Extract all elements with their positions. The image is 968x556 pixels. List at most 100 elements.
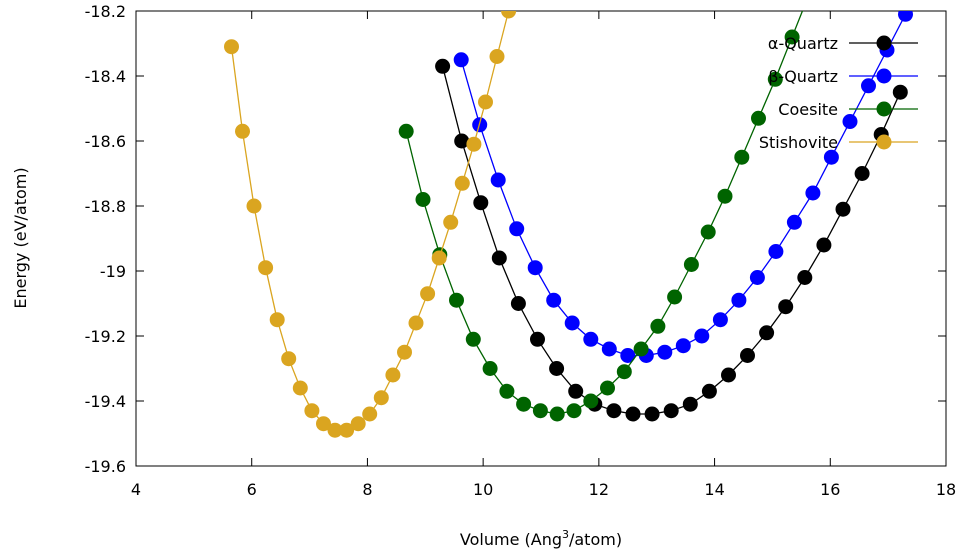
data-point <box>784 29 800 45</box>
y-tick-label: -18.4 <box>85 67 126 86</box>
data-point <box>583 331 599 347</box>
data-point <box>583 393 599 409</box>
legend-item: β-Quartz <box>768 67 918 86</box>
data-point <box>443 214 459 230</box>
data-point <box>601 341 617 357</box>
data-point <box>835 201 851 217</box>
data-point <box>898 11 913 22</box>
data-point <box>734 149 750 165</box>
data-point <box>466 136 482 152</box>
data-point <box>683 257 699 272</box>
data-point <box>362 406 378 422</box>
series-α-Quartz <box>435 58 908 422</box>
legend-marker <box>876 101 892 117</box>
data-point <box>816 237 832 253</box>
data-point <box>224 39 239 55</box>
data-point <box>304 403 320 419</box>
data-point <box>489 49 505 64</box>
data-point <box>431 250 447 266</box>
legend-item: Stishovite <box>759 133 918 152</box>
legend-label: β-Quartz <box>768 67 838 86</box>
data-point <box>482 361 498 376</box>
data-point <box>712 312 728 328</box>
data-point <box>564 315 580 331</box>
data-point <box>510 296 526 311</box>
data-point <box>625 406 641 422</box>
y-tick-label: -19.4 <box>85 392 126 411</box>
data-point <box>490 172 506 188</box>
x-tick-label: 12 <box>589 480 609 499</box>
data-point <box>546 292 562 308</box>
x-tick-label: 16 <box>820 480 840 499</box>
data-point <box>778 299 794 315</box>
data-point <box>751 110 766 126</box>
data-point <box>797 270 813 285</box>
data-point <box>527 260 543 276</box>
data-point <box>568 383 584 399</box>
data-point <box>516 396 532 412</box>
data-point <box>566 403 582 419</box>
y-tick-label: -19 <box>100 262 126 281</box>
data-point <box>786 214 802 230</box>
data-point <box>759 325 775 341</box>
data-point <box>499 383 515 399</box>
y-tick-label: -18.8 <box>85 197 126 216</box>
data-point <box>854 166 870 181</box>
data-point <box>549 361 565 376</box>
x-tick-label: 14 <box>704 480 724 499</box>
data-point <box>246 198 262 214</box>
data-point <box>721 367 736 383</box>
legend-item: Coesite <box>778 100 918 119</box>
legend-item: α-Quartz <box>768 34 918 53</box>
data-point <box>453 52 469 68</box>
data-point <box>435 58 451 74</box>
data-point <box>397 344 412 360</box>
data-point <box>606 403 622 419</box>
data-point <box>801 0 816 2</box>
data-point <box>667 289 683 305</box>
data-point <box>292 380 308 396</box>
data-point <box>420 286 436 302</box>
plot-frame <box>135 10 947 467</box>
legend-label: Coesite <box>778 100 838 119</box>
data-point <box>675 338 691 354</box>
legend-marker <box>876 134 892 150</box>
data-point <box>701 383 717 399</box>
data-point <box>269 312 285 328</box>
data-point <box>408 315 424 331</box>
data-point <box>694 328 710 344</box>
data-point <box>749 270 765 285</box>
series-layer <box>224 0 913 438</box>
data-point <box>892 84 908 100</box>
data-point <box>644 406 660 422</box>
legend-marker <box>876 35 892 51</box>
data-point <box>373 390 389 406</box>
data-point <box>731 292 747 308</box>
data-point <box>768 244 784 259</box>
data-point <box>385 367 401 383</box>
series-line <box>230 11 510 431</box>
data-point <box>805 185 821 201</box>
data-point <box>478 94 493 110</box>
data-point <box>316 416 331 432</box>
data-point <box>549 406 565 422</box>
data-point <box>454 175 470 191</box>
data-point <box>339 422 355 438</box>
data-point <box>657 344 673 360</box>
y-tick-label: -19.2 <box>85 327 126 346</box>
data-point <box>465 331 481 347</box>
series-Stishovite <box>224 11 517 438</box>
data-point <box>530 331 545 347</box>
y-tick-label: -18.6 <box>85 132 126 151</box>
data-point <box>861 78 876 94</box>
data-point <box>663 403 679 419</box>
data-point <box>473 195 489 211</box>
legend: α-Quartz β-Quartz Coesite Stishovite <box>759 34 918 152</box>
series-line <box>460 14 907 357</box>
x-tick-label: 4 <box>131 480 141 499</box>
y-tick-label: -18.2 <box>85 2 126 21</box>
data-point <box>620 348 636 363</box>
x-axis-title: Volume (Ang3/atom) <box>460 528 622 549</box>
y-axis-title: Energy (eV/atom) <box>11 167 30 308</box>
